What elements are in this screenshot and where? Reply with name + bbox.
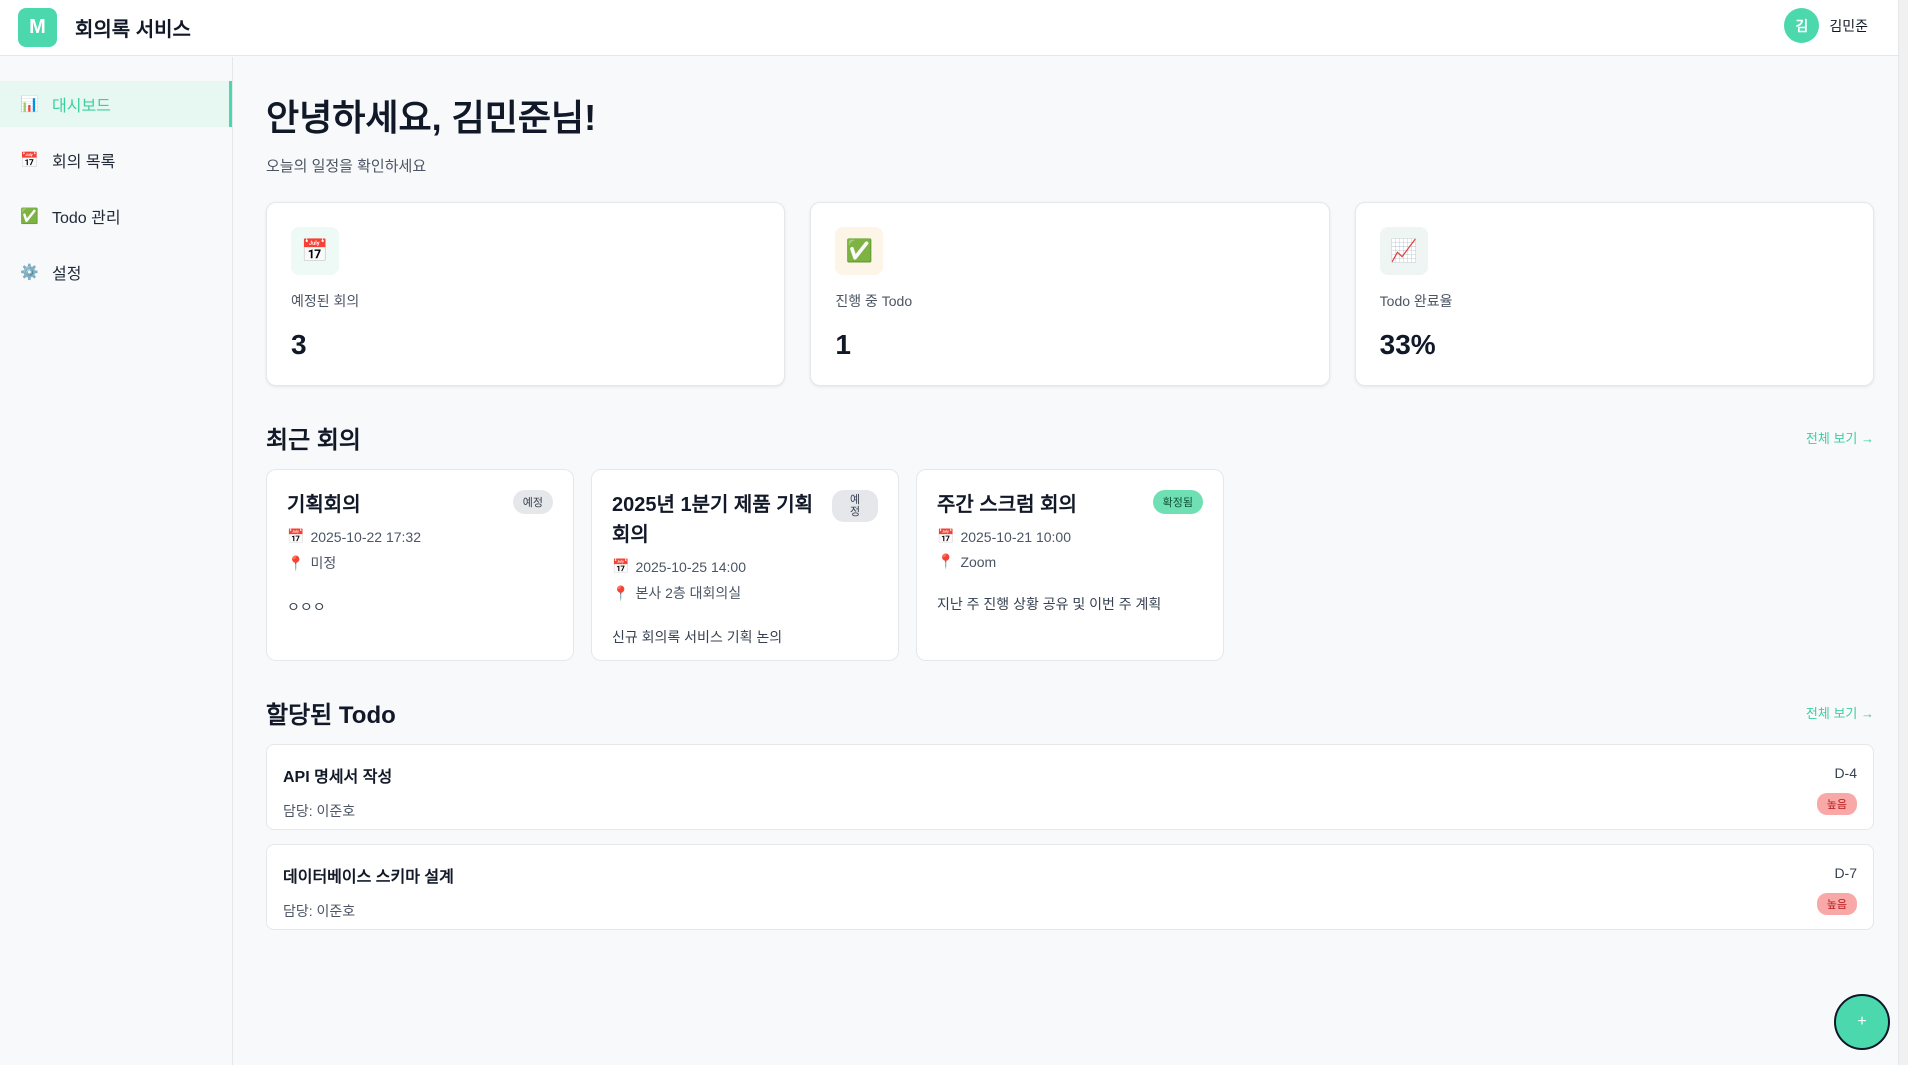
due-badge: D-4: [1834, 765, 1857, 781]
user-menu[interactable]: 김 김민준: [1784, 8, 1868, 43]
meeting-title: 2025년 1분기 제품 기획 회의: [612, 494, 814, 546]
todo-title: 데이터베이스 스키마 설계: [283, 869, 454, 886]
calendar-icon: 📅: [287, 528, 305, 544]
app-logo[interactable]: M: [18, 8, 57, 47]
status-badge: 확정됨: [1152, 490, 1203, 514]
stat-label: Todo 완료율: [1379, 293, 1453, 309]
user-name: 김민준: [1829, 17, 1868, 34]
sidebar-item-settings[interactable]: ⚙️ 설정: [0, 249, 232, 295]
stat-value: 3: [291, 329, 307, 360]
calendar-icon: 📅: [612, 558, 630, 574]
sidebar-item-todo[interactable]: ✅ Todo 관리: [0, 193, 232, 239]
sidebar-item-label: 설정: [52, 266, 82, 283]
stat-card-completion: 📈 Todo 완료율 33%: [1354, 202, 1874, 386]
meeting-location: Zoom: [960, 553, 997, 570]
status-badge: 예정: [512, 490, 553, 514]
meeting-date: 2025-10-22 17:32: [310, 528, 421, 545]
status-badge: 예정: [832, 490, 878, 522]
calendar-icon: 📅: [291, 227, 339, 275]
priority-badge: 높음: [1816, 793, 1857, 815]
gear-icon: ⚙️: [20, 264, 39, 281]
pin-icon: 📍: [937, 553, 955, 569]
page-subtitle: 오늘의 일정을 확인하세요: [266, 158, 427, 175]
checkbox-icon: ✅: [835, 227, 884, 275]
stat-card-meetings: 📅 예정된 회의 3: [266, 202, 786, 386]
meeting-date: 2025-10-25 14:00: [635, 558, 746, 575]
pin-icon: 📍: [612, 584, 630, 601]
meeting-title: 주간 스크럼 회의: [937, 494, 1077, 516]
sidebar-item-label: 대시보드: [52, 98, 111, 115]
scrollbar[interactable]: [1898, 0, 1908, 1065]
todo-assignee: 담당: 이준호: [283, 803, 356, 819]
todo-title: API 명세서 작성: [283, 769, 393, 786]
meeting-date: 2025-10-21 10:00: [960, 528, 1071, 545]
page-title: 안녕하세요, 김민준님!: [266, 97, 597, 138]
sidebar-item-label: 회의 목록: [52, 154, 116, 171]
sidebar-item-label: Todo 관리: [52, 210, 121, 227]
stat-value: 33%: [1379, 329, 1436, 360]
sidebar: 📊 대시보드 📅 회의 목록 ✅ Todo 관리 ⚙️ 설정: [0, 57, 233, 1065]
meeting-title: 기획회의: [287, 494, 361, 516]
stat-label: 진행 중 Todo: [835, 293, 913, 309]
meeting-description: ㅇㅇㅇ: [287, 599, 326, 615]
sidebar-item-dashboard[interactable]: 📊 대시보드: [0, 81, 232, 127]
section-title: 최근 회의: [266, 427, 361, 454]
stat-label: 예정된 회의: [291, 293, 360, 309]
add-button[interactable]: +: [1834, 994, 1890, 1050]
stat-value: 1: [835, 329, 851, 360]
pin-icon: 📍: [287, 554, 305, 571]
meeting-description: 지난 주 진행 상황 공유 및 이번 주 계획: [937, 596, 1162, 612]
meeting-description: 신규 회의록 서비스 기획 논의: [612, 629, 783, 645]
view-all-todos-link[interactable]: 전체 보기 →: [1805, 706, 1874, 721]
due-badge: D-7: [1834, 865, 1857, 881]
main-content: 안녕하세요, 김민준님! 오늘의 일정을 확인하세요 📅 예정된 회의 3 ✅ 진행 …: [266, 57, 1874, 944]
view-all-meetings-link[interactable]: 전체 보기 →: [1805, 431, 1874, 446]
sidebar-item-meetings[interactable]: 📅 회의 목록: [0, 137, 232, 183]
meeting-card[interactable]: 기획회의 예정 📅 2025-10-22 17:32 📍 미정 ㅇㅇㅇ: [266, 469, 574, 661]
avatar[interactable]: 김: [1784, 8, 1820, 43]
checkbox-icon: ✅: [20, 208, 39, 225]
todo-assignee: 담당: 이준호: [283, 903, 356, 919]
trend-chart-icon: 📈: [1379, 227, 1428, 275]
app-title: 회의록 서비스: [75, 19, 191, 41]
calendar-icon: 📅: [937, 528, 955, 544]
meeting-card[interactable]: 2025년 1분기 제품 기획 회의 예정 📅 2025-10-25 14:00 📍 본사…: [591, 469, 899, 661]
section-title: 할당된 Todo: [266, 702, 396, 729]
top-header: M 회의록 서비스 김 김민준: [0, 0, 1898, 56]
meeting-location: 본사 2층 대회의실: [635, 585, 742, 601]
meeting-card[interactable]: 주간 스크럼 회의 확정됨 📅 2025-10-21 10:00 📍 Zoom 지난 주 진…: [916, 469, 1224, 661]
meeting-location: 미정: [310, 555, 337, 571]
stat-card-todo: ✅ 진행 중 Todo 1: [810, 202, 1330, 386]
calendar-icon: 📅: [20, 152, 39, 169]
priority-badge: 높음: [1816, 893, 1857, 915]
chart-icon: 📊: [20, 96, 39, 113]
